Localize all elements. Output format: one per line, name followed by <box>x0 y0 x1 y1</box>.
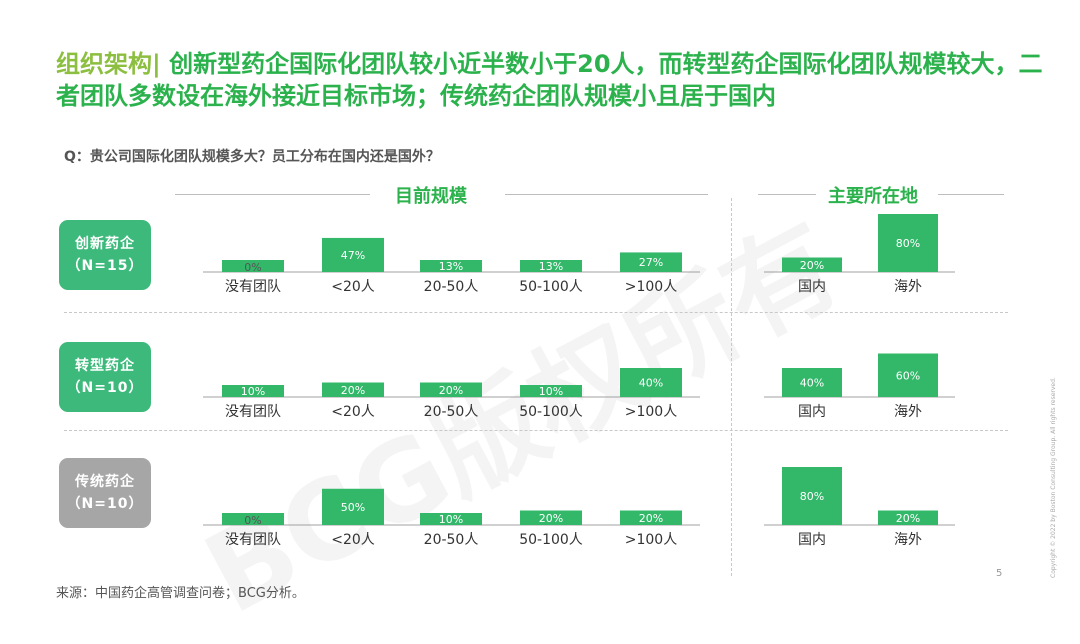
bar <box>520 510 582 525</box>
category-label: 50-100人 <box>519 532 583 548</box>
category-label: 国内 <box>798 404 826 420</box>
category-label: 国内 <box>798 532 826 548</box>
group-n: （N=15） <box>66 258 144 274</box>
data-label: 20% <box>439 384 463 397</box>
row-divider-1 <box>64 312 1008 313</box>
data-label: 20% <box>896 512 920 525</box>
data-label: 13% <box>439 260 463 273</box>
page-title: 组织架构| 创新型药企国际化团队较小近半数小于20人，而转型药企国际化团队规模较… <box>56 48 1046 112</box>
bar <box>520 385 582 397</box>
bar <box>322 382 384 397</box>
data-label: 10% <box>241 385 265 398</box>
page-number: 5 <box>996 568 1003 579</box>
group-label-transforming: 转型药企 （N=10） <box>59 342 151 412</box>
copyright-notice: Copyright © 2022 by Boston Consulting Gr… <box>1050 377 1057 578</box>
bar <box>420 260 482 272</box>
data-label: 10% <box>439 513 463 526</box>
bar <box>322 488 384 525</box>
data-label: 20% <box>539 512 563 525</box>
group-label-innovative: 创新药企 （N=15） <box>59 220 151 290</box>
bar <box>222 385 284 397</box>
category-label: <20人 <box>331 404 375 420</box>
bar <box>782 368 842 397</box>
data-label: 20% <box>341 384 365 397</box>
section-divider <box>731 198 732 576</box>
bar <box>620 252 682 272</box>
data-label: 13% <box>539 260 563 273</box>
group-n: （N=10） <box>66 380 144 396</box>
bar <box>878 510 938 525</box>
category-label: 没有团队 <box>225 404 281 420</box>
data-label: 80% <box>800 490 824 503</box>
category-label: >100人 <box>625 404 677 420</box>
location-section-title: 主要所在地 <box>818 182 928 208</box>
bar <box>782 257 842 272</box>
data-label: 47% <box>341 249 365 262</box>
category-label: <20人 <box>331 279 375 295</box>
data-label: 40% <box>800 377 824 390</box>
group-name: 创新药企 <box>75 236 135 252</box>
bar <box>620 368 682 397</box>
bar <box>878 353 938 397</box>
data-label: 20% <box>639 512 663 525</box>
bar <box>878 214 938 272</box>
data-label: 40% <box>639 377 663 390</box>
source-footnote: 来源：中国药企高管调查问卷；BCG分析。 <box>56 586 305 601</box>
category-label: 50-100人 <box>519 279 583 295</box>
size-section-title: 目前规模 <box>385 182 477 208</box>
bar <box>520 260 582 272</box>
data-label: 20% <box>800 259 824 272</box>
data-label: 0% <box>244 514 261 527</box>
size-header-rule-right <box>505 194 708 195</box>
bar <box>420 382 482 397</box>
category-label: 海外 <box>894 404 922 420</box>
row-divider-2 <box>64 430 1008 431</box>
category-label: 海外 <box>894 532 922 548</box>
category-label: 20-50人 <box>424 279 479 295</box>
data-label: 80% <box>896 237 920 250</box>
category-label: 国内 <box>798 279 826 295</box>
bar <box>420 513 482 525</box>
data-label: 27% <box>639 256 663 269</box>
location-header-rule-right <box>938 194 1004 195</box>
category-label: 20-50人 <box>424 404 479 420</box>
bar <box>322 237 384 272</box>
bar <box>222 260 284 272</box>
category-label: <20人 <box>331 532 375 548</box>
group-label-traditional: 传统药企 （N=10） <box>59 458 151 528</box>
category-label: 20-50人 <box>424 532 479 548</box>
title-lead: 组织架构| <box>56 50 161 78</box>
data-label: 10% <box>539 385 563 398</box>
category-label: 50-100人 <box>519 404 583 420</box>
bar <box>782 467 842 525</box>
bar <box>620 510 682 525</box>
survey-question: Q：贵公司国际化团队规模多大？员工分布在国内还是国外？ <box>64 149 440 165</box>
bar <box>222 513 284 525</box>
group-name: 转型药企 <box>75 358 135 374</box>
size-header-rule-left <box>175 194 370 195</box>
category-label: >100人 <box>625 532 677 548</box>
category-label: 海外 <box>894 279 922 295</box>
category-label: 没有团队 <box>225 279 281 295</box>
category-label: >100人 <box>625 279 677 295</box>
location-header-rule-left <box>758 194 816 195</box>
bar-charts: 0% 没有团队 47% <20人 13% 20-50人 13% 50-100人 27% >100人… <box>203 214 955 548</box>
category-label: 没有团队 <box>225 532 281 548</box>
data-label: 50% <box>341 501 365 514</box>
group-name: 传统药企 <box>75 474 135 490</box>
data-label: 60% <box>896 369 920 382</box>
data-label: 0% <box>244 261 261 274</box>
group-n: （N=10） <box>66 496 144 512</box>
title-text: 创新型药企国际化团队较小近半数小于20人，而转型药企国际化团队规模较大，二者团队… <box>56 50 1043 110</box>
